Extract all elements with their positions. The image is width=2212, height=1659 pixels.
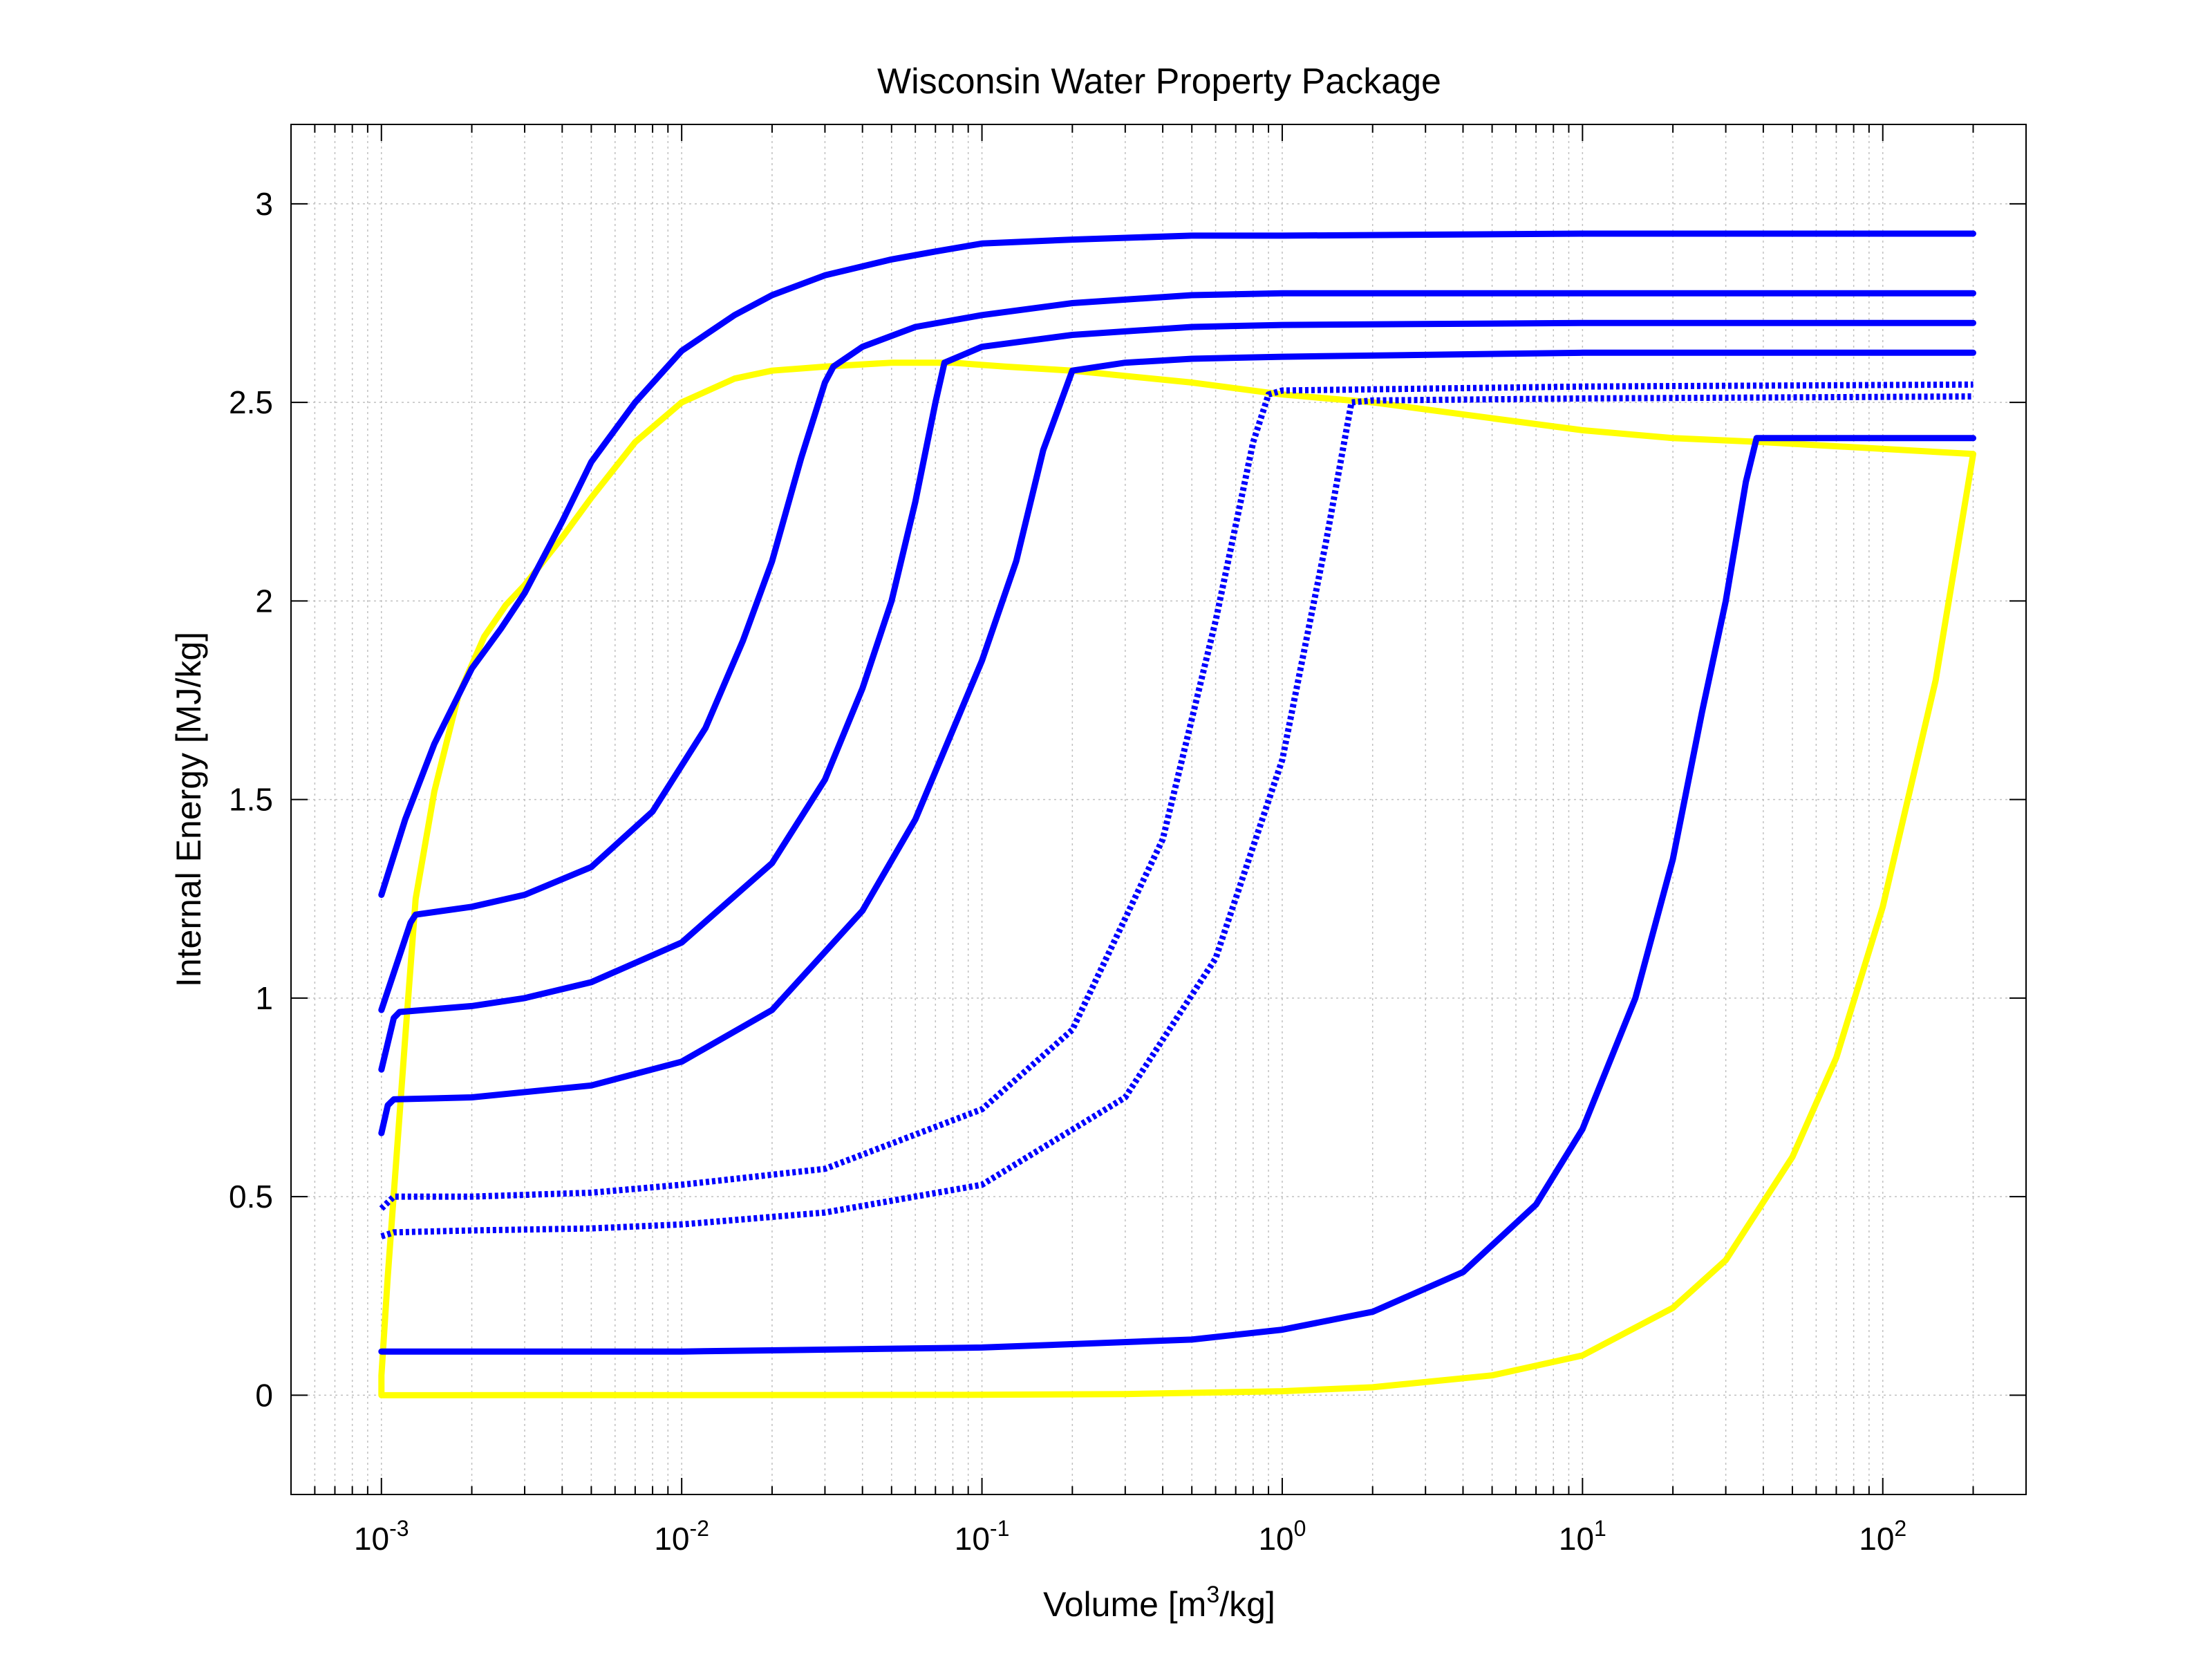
isotherm-line-4 — [378, 349, 1976, 1136]
x-tick-label: 10-2 — [654, 1516, 709, 1557]
y-tick-label: 2.5 — [229, 384, 273, 420]
x-tick-label: 100 — [1258, 1516, 1306, 1557]
chart-title: Wisconsin Water Property Package — [877, 62, 1441, 102]
isotherm-line-6 — [380, 393, 1974, 1239]
x-tick-label: 102 — [1859, 1516, 1906, 1557]
y-tick-label: 1 — [255, 980, 273, 1016]
isotherm-line-1 — [378, 230, 1976, 898]
y-tick-label: 3 — [255, 186, 273, 222]
y-tick-label: 2 — [255, 583, 273, 619]
x-tick-label: 10-1 — [955, 1516, 1010, 1557]
x-axis-label-sup: 3 — [1206, 1582, 1219, 1608]
y-tick-label: 0 — [255, 1377, 273, 1413]
x-axis-label: Volume [m3/kg] — [1043, 1582, 1275, 1624]
y-axis-label: Internal Energy [MJ/kg] — [169, 632, 208, 987]
x-tick-labels: 10-3 10-2 10-1 100 101 102 — [354, 1516, 1906, 1557]
x-tick-label: 101 — [1559, 1516, 1606, 1557]
isotherm-line-3 — [378, 319, 1976, 1073]
isotherm-line-2 — [378, 290, 1976, 1013]
y-tick-labels: 0 0.5 1 1.5 2 2.5 3 — [229, 186, 273, 1413]
y-tick-label: 0.5 — [229, 1179, 273, 1215]
plot-area-frame — [290, 124, 2027, 1495]
y-tick-label: 1.5 — [229, 782, 273, 818]
series-layer — [378, 230, 1976, 1398]
x-tick-label: 10-3 — [354, 1516, 409, 1557]
x-axis-label-post: /kg] — [1219, 1585, 1275, 1624]
axis-ticks — [290, 124, 2027, 1494]
isotherm-line-7 — [378, 435, 1976, 1355]
x-axis-label-pre: Volume [m — [1043, 1585, 1206, 1624]
